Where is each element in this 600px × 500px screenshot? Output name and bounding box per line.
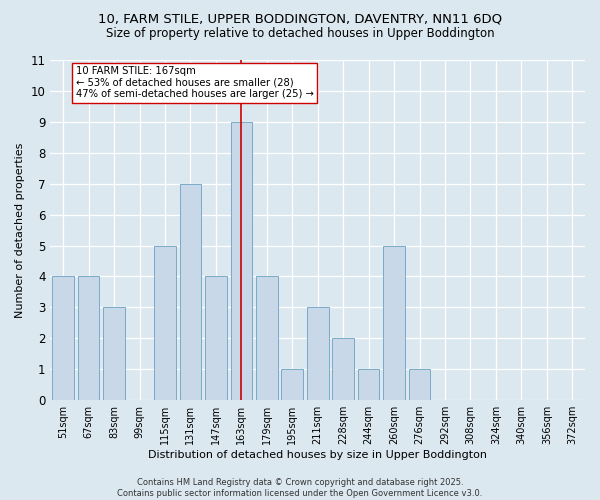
Bar	[383, 246, 405, 400]
Bar	[154, 246, 176, 400]
Text: 10, FARM STILE, UPPER BODDINGTON, DAVENTRY, NN11 6DQ: 10, FARM STILE, UPPER BODDINGTON, DAVENT…	[98, 12, 502, 26]
Bar	[52, 276, 74, 400]
Y-axis label: Number of detached properties: Number of detached properties	[15, 142, 25, 318]
Text: Size of property relative to detached houses in Upper Boddington: Size of property relative to detached ho…	[106, 28, 494, 40]
Bar	[332, 338, 354, 400]
Bar	[358, 370, 379, 400]
Bar	[256, 276, 278, 400]
Bar	[78, 276, 100, 400]
Bar	[409, 370, 430, 400]
Bar	[281, 370, 303, 400]
Bar	[205, 276, 227, 400]
Bar	[230, 122, 252, 400]
X-axis label: Distribution of detached houses by size in Upper Boddington: Distribution of detached houses by size …	[148, 450, 487, 460]
Bar	[103, 308, 125, 400]
Bar	[307, 308, 329, 400]
Text: 10 FARM STILE: 167sqm
← 53% of detached houses are smaller (28)
47% of semi-deta: 10 FARM STILE: 167sqm ← 53% of detached …	[76, 66, 314, 100]
Bar	[179, 184, 201, 400]
Text: Contains HM Land Registry data © Crown copyright and database right 2025.
Contai: Contains HM Land Registry data © Crown c…	[118, 478, 482, 498]
